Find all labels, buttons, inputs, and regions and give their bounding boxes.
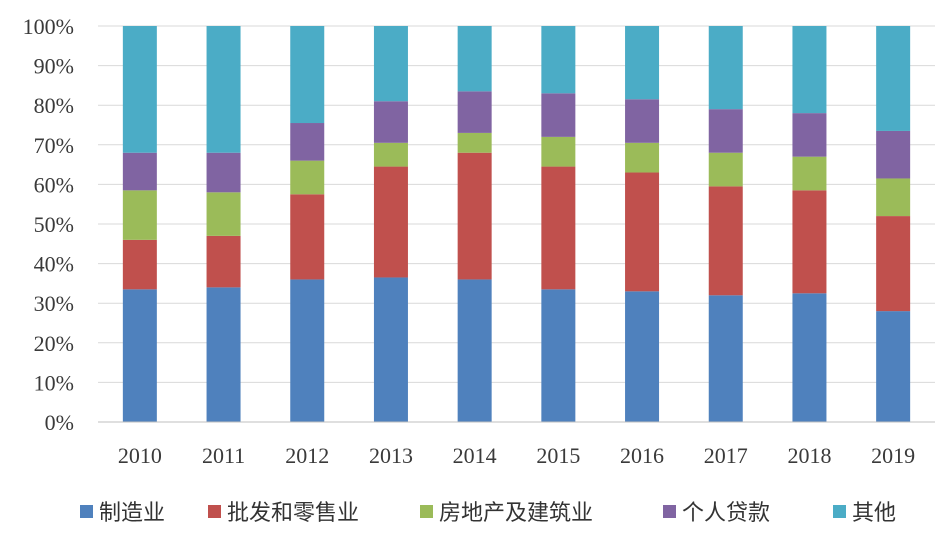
legend-label: 制造业	[99, 501, 165, 526]
legend-swatch	[833, 505, 846, 518]
bar-segment	[541, 26, 576, 94]
legend-swatch	[80, 505, 93, 518]
bar-segment	[206, 152, 241, 193]
bar-segment	[708, 186, 743, 296]
bar-segment	[625, 172, 660, 292]
bar-segment	[373, 142, 408, 167]
x-tick-label: 2013	[369, 443, 413, 468]
bar-segment	[373, 101, 408, 143]
y-tick-label: 0%	[45, 410, 74, 435]
bar-segment	[708, 295, 743, 422]
bar-segment	[876, 26, 911, 131]
bar-segment	[708, 109, 743, 153]
bar-segment	[457, 152, 492, 280]
legend-label: 个人贷款	[682, 501, 770, 526]
y-tick-label: 50%	[34, 212, 74, 237]
x-tick-label: 2015	[536, 443, 580, 468]
legend-swatch	[663, 505, 676, 518]
bar-segment	[373, 277, 408, 422]
legend-swatch	[420, 505, 433, 518]
legend-label: 批发和零售业	[227, 501, 359, 526]
bar-segment	[792, 156, 827, 191]
bar-segment	[792, 26, 827, 114]
bar-segment	[708, 152, 743, 187]
bar-segment	[457, 132, 492, 153]
bar-segment	[290, 123, 325, 161]
x-tick-label: 2016	[620, 443, 664, 468]
y-tick-label: 60%	[34, 172, 74, 197]
bar-segment	[541, 136, 576, 167]
x-tick-label: 2012	[285, 443, 329, 468]
bar-segment	[625, 142, 660, 173]
x-tick-label: 2011	[202, 443, 245, 468]
bar-segment	[206, 26, 241, 153]
bar-segment	[876, 216, 911, 312]
bar-segment	[373, 166, 408, 278]
y-tick-label: 10%	[34, 370, 74, 395]
bar-segment	[290, 160, 325, 195]
y-tick-label: 100%	[23, 14, 74, 39]
bar-segment	[122, 239, 157, 290]
bar-segment	[625, 26, 660, 100]
x-tick-label: 2010	[118, 443, 162, 468]
legend: 制造业 批发和零售业 房地产及建筑业 个人贷款 其他	[80, 501, 896, 526]
x-tick-label: 2019	[871, 443, 915, 468]
bar-segment	[122, 152, 157, 191]
bar-segment	[876, 178, 911, 217]
bar-segment	[792, 293, 827, 422]
bar-segment	[290, 279, 325, 422]
bar-segment	[122, 26, 157, 153]
bar-segment	[541, 289, 576, 422]
y-tick-label: 70%	[34, 133, 74, 158]
bar-segment	[290, 26, 325, 124]
y-tick-label: 80%	[34, 93, 74, 118]
bar-segment	[541, 166, 576, 290]
bar-segment	[792, 113, 827, 157]
bar-segment	[625, 99, 660, 143]
y-tick-label: 30%	[34, 291, 74, 316]
bar-segment	[122, 190, 157, 240]
bar-segment	[373, 26, 408, 102]
bar-segment	[206, 235, 241, 288]
bar-segment	[457, 26, 492, 92]
y-tick-label: 40%	[34, 252, 74, 277]
y-tick-label: 90%	[34, 54, 74, 79]
legend-swatch	[208, 505, 221, 518]
legend-label: 房地产及建筑业	[439, 501, 593, 526]
bar-segment	[457, 279, 492, 422]
axes: 0% 10% 20% 30% 40% 50% 60% 70% 80% 90% 100% 2010 201…	[23, 14, 935, 468]
bar-segment	[122, 289, 157, 422]
bar-segment	[625, 291, 660, 422]
bar-segment	[290, 194, 325, 280]
legend-label: 其他	[852, 501, 896, 526]
x-tick-label: 2018	[787, 443, 831, 468]
bar-segment	[541, 93, 576, 137]
bar-segment	[206, 192, 241, 236]
x-tick-label: 2017	[704, 443, 748, 468]
bars	[122, 26, 911, 422]
bar-segment	[876, 311, 911, 422]
x-tick-label: 2014	[453, 443, 497, 468]
bar-segment	[708, 26, 743, 110]
bar-segment	[457, 91, 492, 133]
bar-segment	[206, 287, 241, 422]
bar-segment	[876, 130, 911, 179]
y-tick-label: 20%	[34, 331, 74, 356]
bar-segment	[792, 190, 827, 294]
